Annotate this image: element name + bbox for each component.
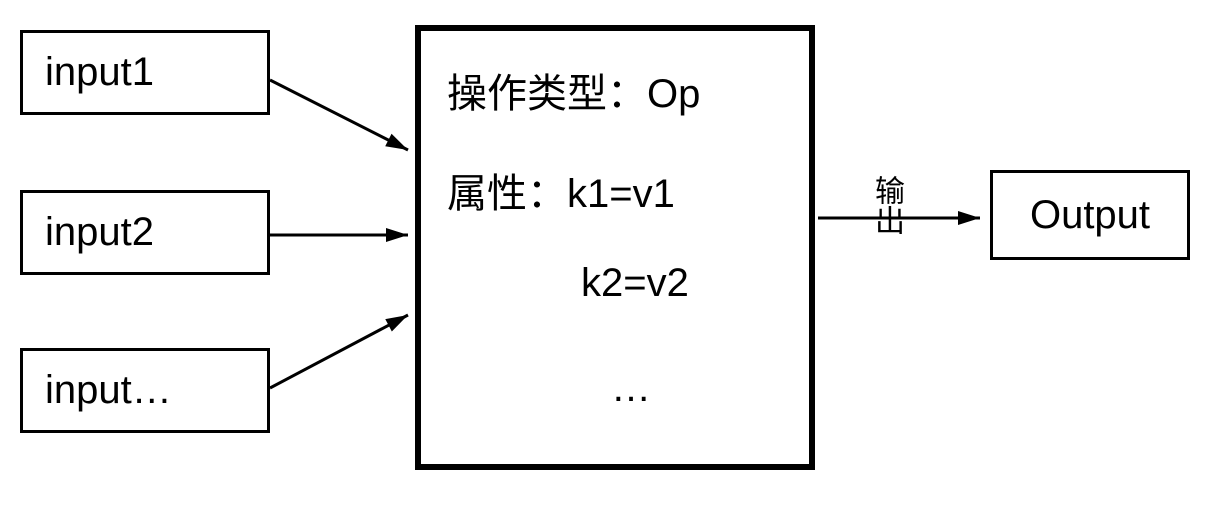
input-label-2: input2 [45, 210, 154, 255]
operation-box: 操作类型：Op 属性：k1=v1 k2=v2 … [415, 25, 815, 470]
op-line-attr1: 属性：k1=v1 [447, 161, 675, 219]
edge-label-output: 输出 [864, 175, 908, 235]
input-label-3: input… [45, 368, 172, 413]
input-label-1: input1 [45, 50, 154, 95]
op-line-attr2: k2=v2 [581, 261, 689, 306]
input-box-1: input1 [20, 30, 270, 115]
input-box-2: input2 [20, 190, 270, 275]
input-box-3: input… [20, 348, 270, 433]
op-line-type: 操作类型：Op [447, 61, 700, 119]
diagram-canvas: input1 input2 input… 操作类型：Op 属性：k1=v1 k2… [0, 0, 1216, 510]
op-line-ellipsis: … [611, 366, 651, 411]
output-box: Output [990, 170, 1190, 260]
output-label: Output [1030, 193, 1150, 238]
